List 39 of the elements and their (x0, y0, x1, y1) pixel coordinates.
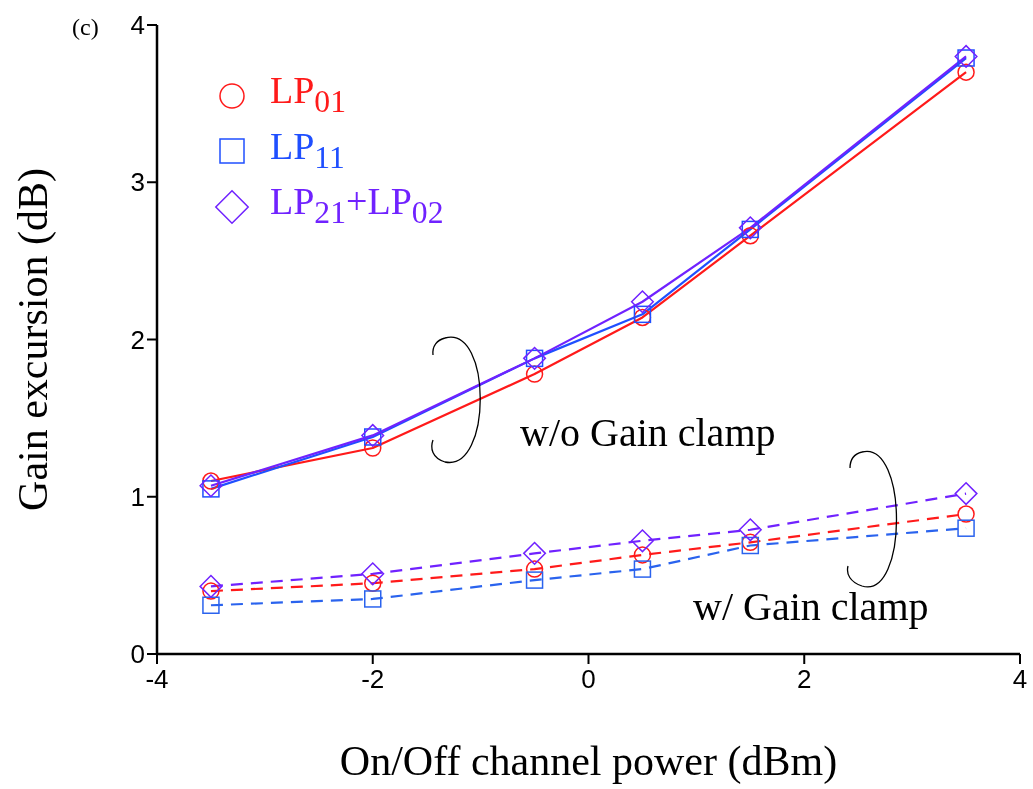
point (364, 439, 382, 457)
y-tick-label: 3 (130, 167, 145, 198)
text: (c) (72, 14, 99, 41)
point (525, 365, 544, 383)
point (738, 518, 762, 542)
x-tick-label: -4 (145, 664, 169, 695)
y-axis-title: Gain excursion (dB) (9, 168, 57, 511)
x-tick-label: -2 (361, 664, 385, 695)
y-tick-label: 1 (130, 481, 145, 512)
x-tick-label: 4 (1012, 664, 1028, 695)
point (199, 474, 223, 498)
annotation: w/ Gain clamp (693, 583, 929, 630)
y-tick-label: 0 (130, 639, 145, 670)
x-tick-label: 0 (581, 664, 596, 695)
point (361, 423, 385, 447)
legend-label: LP$_{01}$ (270, 68, 347, 121)
x-tick-label: 2 (797, 664, 812, 695)
legend-label: LP$_{21}$+LP$_{02}$ (270, 179, 444, 232)
point (957, 519, 975, 537)
point (957, 63, 975, 81)
point (364, 590, 382, 608)
legend-label: LP$_{11}$ (270, 123, 345, 177)
annotation: w/o Gain clamp (520, 409, 776, 456)
point (633, 560, 652, 578)
point (525, 571, 544, 589)
point (957, 505, 975, 523)
point (523, 541, 547, 565)
point (954, 44, 978, 68)
point (202, 596, 220, 614)
point (525, 560, 544, 578)
x-axis-title: On/Off channel power (dBm) (339, 738, 838, 785)
y-tick-label: 2 (130, 324, 145, 355)
point (630, 290, 654, 314)
point (954, 482, 978, 506)
point (361, 562, 385, 586)
point (630, 529, 654, 553)
point (199, 574, 223, 598)
point (633, 546, 652, 564)
y-tick-label: 4 (130, 10, 145, 41)
